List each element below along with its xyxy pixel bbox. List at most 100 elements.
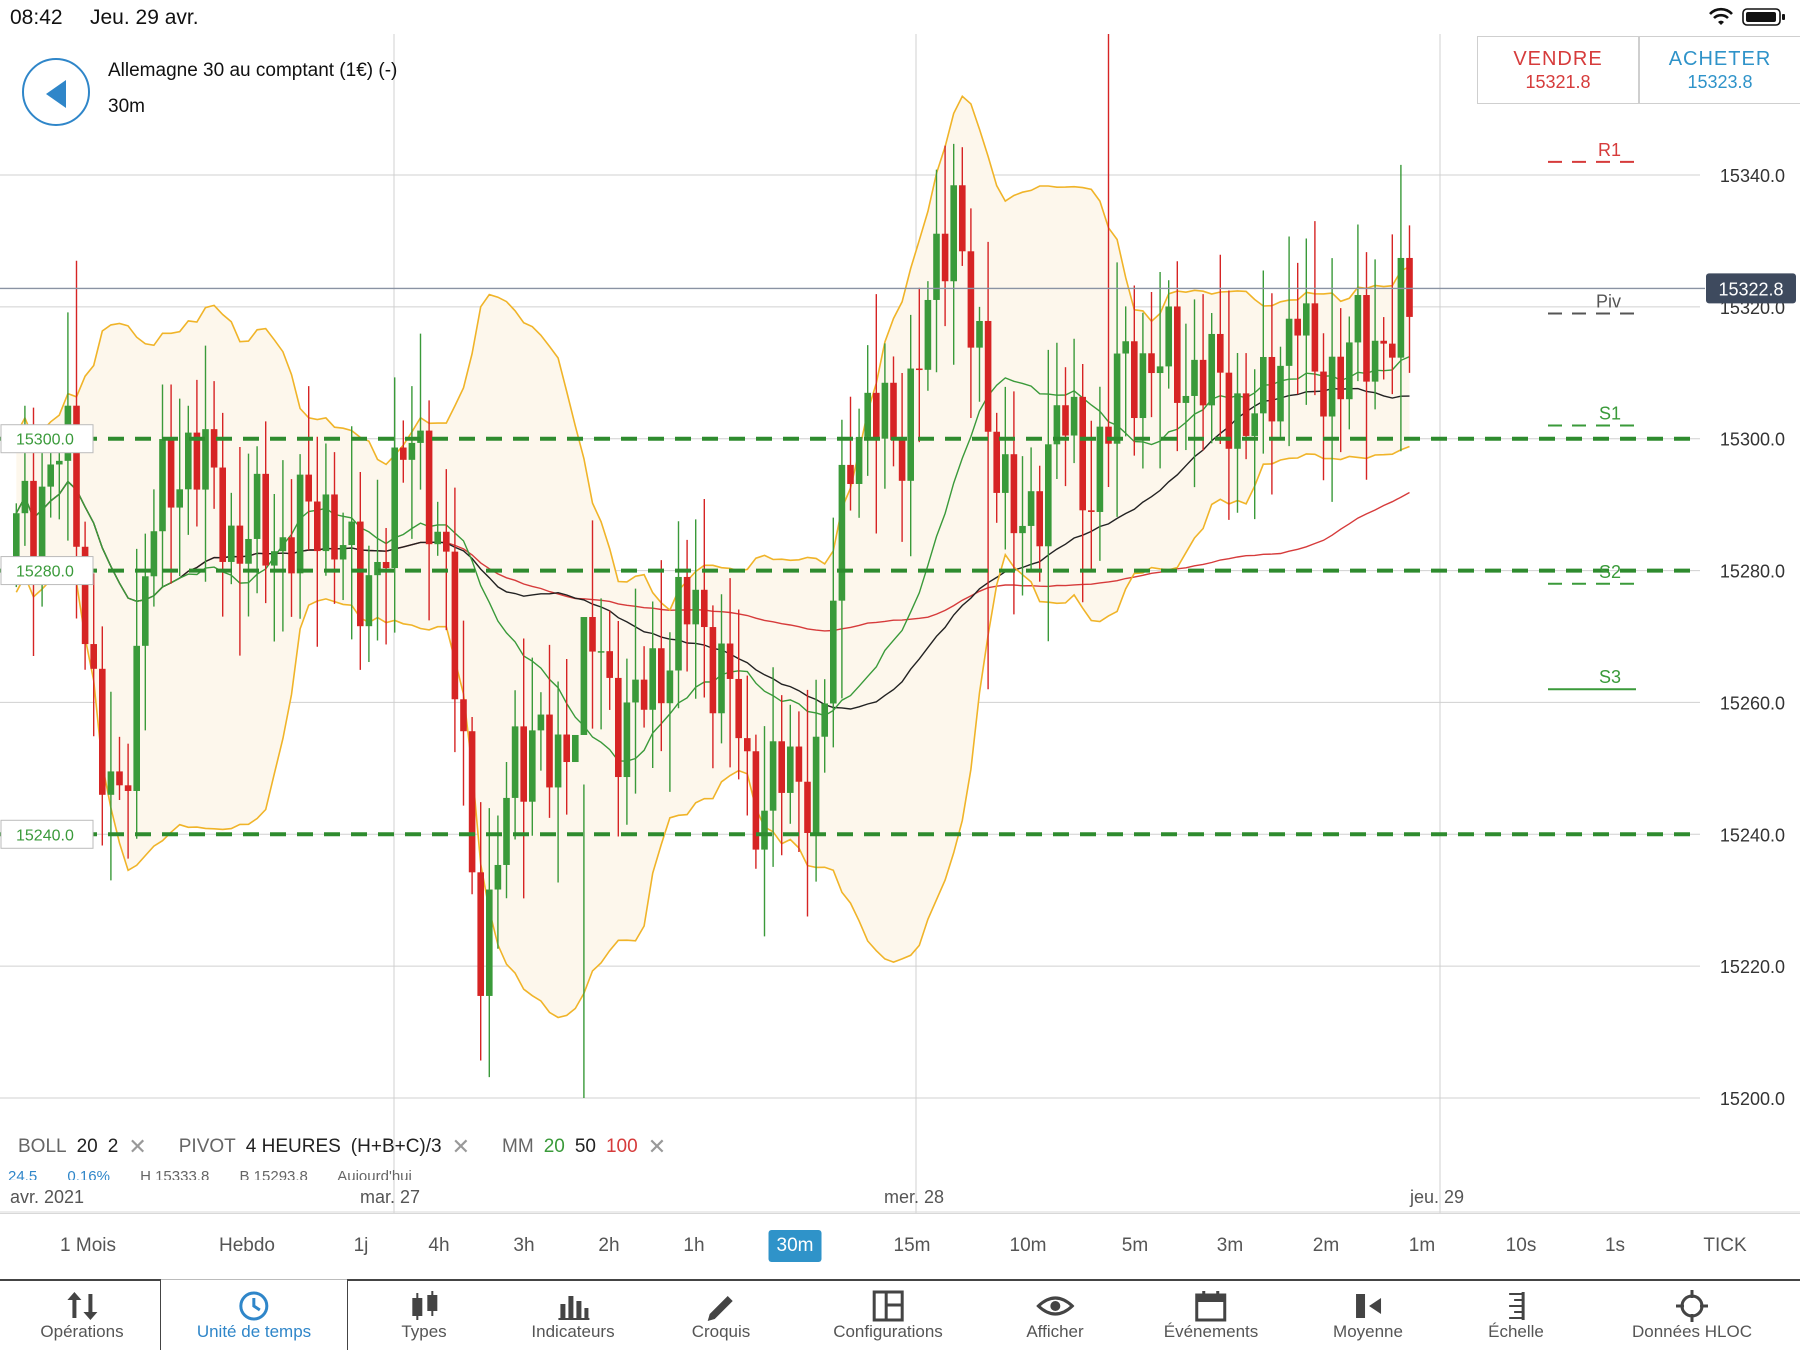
candle-body — [228, 525, 235, 562]
candle-body — [907, 368, 914, 481]
tool-events[interactable]: Événements — [1164, 1280, 1258, 1350]
candle-body — [434, 531, 441, 545]
candle-body — [1406, 257, 1413, 317]
candle-body — [640, 679, 648, 710]
tool-operations[interactable]: Opérations — [40, 1280, 124, 1350]
remove-pivot-icon[interactable]: ✕ — [451, 1134, 471, 1159]
level-label: 15280.0 — [16, 564, 74, 581]
candle-body — [1053, 405, 1061, 445]
tool-configurations[interactable]: Configurations — [833, 1280, 943, 1350]
tool-label: Opérations — [40, 1322, 124, 1341]
candle-body — [941, 233, 949, 282]
buy-button[interactable]: ACHETER 15323.8 — [1639, 36, 1800, 104]
tf-10s[interactable]: 10s — [1505, 1235, 1537, 1256]
candle-body — [296, 474, 304, 574]
status-bar: 08:42 Jeu. 29 avr. — [0, 0, 1800, 34]
candle-body — [400, 447, 407, 460]
tf-tick[interactable]: TICK — [1703, 1235, 1747, 1256]
candle-body — [1320, 371, 1327, 417]
tf-2m[interactable]: 2m — [1312, 1235, 1340, 1256]
calendar-icon — [1195, 1291, 1227, 1322]
candle-body — [1371, 340, 1379, 382]
candle-body — [253, 473, 261, 539]
candle-body — [1027, 491, 1035, 526]
level-label: 15300.0 — [16, 432, 74, 449]
candle-body — [202, 429, 209, 490]
change-percent: 0.16% — [67, 1168, 110, 1180]
tf-30m[interactable]: 30m — [768, 1230, 822, 1262]
moving-average-icon — [1356, 1294, 1381, 1318]
candle-body — [924, 299, 932, 370]
candle-body — [649, 648, 656, 710]
candle-body — [735, 678, 742, 739]
tool-label: Types — [401, 1322, 447, 1341]
tf-2h[interactable]: 2h — [598, 1235, 620, 1256]
candle-body — [167, 439, 175, 508]
active-tab-frame — [160, 1279, 348, 1350]
candle-body — [305, 474, 312, 502]
candle-body — [1191, 359, 1198, 396]
y-tick-label: 15340.0 — [1720, 166, 1785, 186]
candle-body — [142, 576, 149, 646]
tf-1m[interactable]: 1m — [1408, 1235, 1436, 1256]
scale-icon — [1508, 1292, 1525, 1320]
candle-body — [511, 726, 519, 798]
tf-5m[interactable]: 5m — [1121, 1235, 1149, 1256]
candle-body — [150, 531, 158, 577]
back-button[interactable] — [22, 58, 90, 126]
current-price-label: 15322.8 — [1718, 279, 1783, 299]
remove-boll-icon[interactable]: ✕ — [128, 1134, 147, 1159]
candle-body — [1380, 340, 1387, 344]
tool-indicators[interactable]: Indicateurs — [531, 1280, 615, 1350]
tf-15m[interactable]: 15m — [893, 1235, 931, 1256]
candle-body — [778, 741, 785, 793]
tf-1s[interactable]: 1s — [1604, 1235, 1626, 1256]
candle-body — [1036, 491, 1043, 547]
candle-body — [709, 627, 717, 714]
mm-name: MM — [502, 1136, 534, 1157]
candle-body — [1337, 356, 1344, 400]
candle-body — [1165, 306, 1172, 367]
sell-button[interactable]: VENDRE 15321.8 — [1477, 36, 1639, 104]
remove-mm-icon[interactable]: ✕ — [647, 1134, 667, 1159]
tool-average[interactable]: Moyenne — [1333, 1280, 1403, 1350]
tf-4h[interactable]: 4h — [428, 1235, 450, 1256]
candle-body — [675, 576, 682, 671]
candle-body — [976, 320, 983, 348]
tf-3m[interactable]: 3m — [1216, 1235, 1244, 1256]
price-chart[interactable]: 15200.0 15220.0 15240.0 15260.0 15280.0 15300… — [0, 34, 1800, 1213]
tf-1-mois[interactable]: 1 Mois — [60, 1235, 116, 1256]
tf-10m[interactable]: 10m — [1009, 1235, 1047, 1256]
tool-types[interactable]: Types — [401, 1280, 447, 1350]
candle-body — [855, 436, 863, 484]
candle-body — [984, 320, 992, 432]
candle-body — [1182, 395, 1190, 403]
candle-body — [916, 368, 923, 371]
tf-hebdo[interactable]: Hebdo — [219, 1235, 275, 1256]
candle-body — [1156, 366, 1164, 374]
candle-body — [726, 643, 734, 679]
today-label: Aujourd'hui — [337, 1168, 412, 1180]
bollinger-band-fill — [16, 96, 1410, 1018]
tf-1h[interactable]: 1h — [683, 1235, 705, 1256]
candle-body — [99, 668, 106, 795]
candle-body — [1148, 353, 1155, 374]
candle-body — [391, 447, 398, 569]
crosshair-icon — [1675, 1290, 1708, 1322]
tool-scale[interactable]: Échelle — [1488, 1280, 1544, 1350]
tool-time-unit[interactable]: Unité de temps — [197, 1280, 311, 1350]
candle-body — [821, 703, 828, 737]
candle-body — [1260, 356, 1267, 414]
candle-body — [666, 670, 674, 704]
candle-body — [1096, 426, 1104, 512]
candle-body — [116, 771, 123, 786]
tool-sketch[interactable]: Croquis — [692, 1280, 750, 1350]
candle-body — [1354, 295, 1362, 343]
tf-1j[interactable]: 1j — [353, 1235, 369, 1256]
tf-3h[interactable]: 3h — [513, 1235, 535, 1256]
tool-hloc-data[interactable]: Données HLOC — [1632, 1280, 1752, 1350]
tool-display[interactable]: Afficher — [1026, 1280, 1084, 1350]
candle-body — [38, 486, 46, 560]
candle-body — [408, 442, 416, 460]
level-label-box — [0, 424, 94, 454]
